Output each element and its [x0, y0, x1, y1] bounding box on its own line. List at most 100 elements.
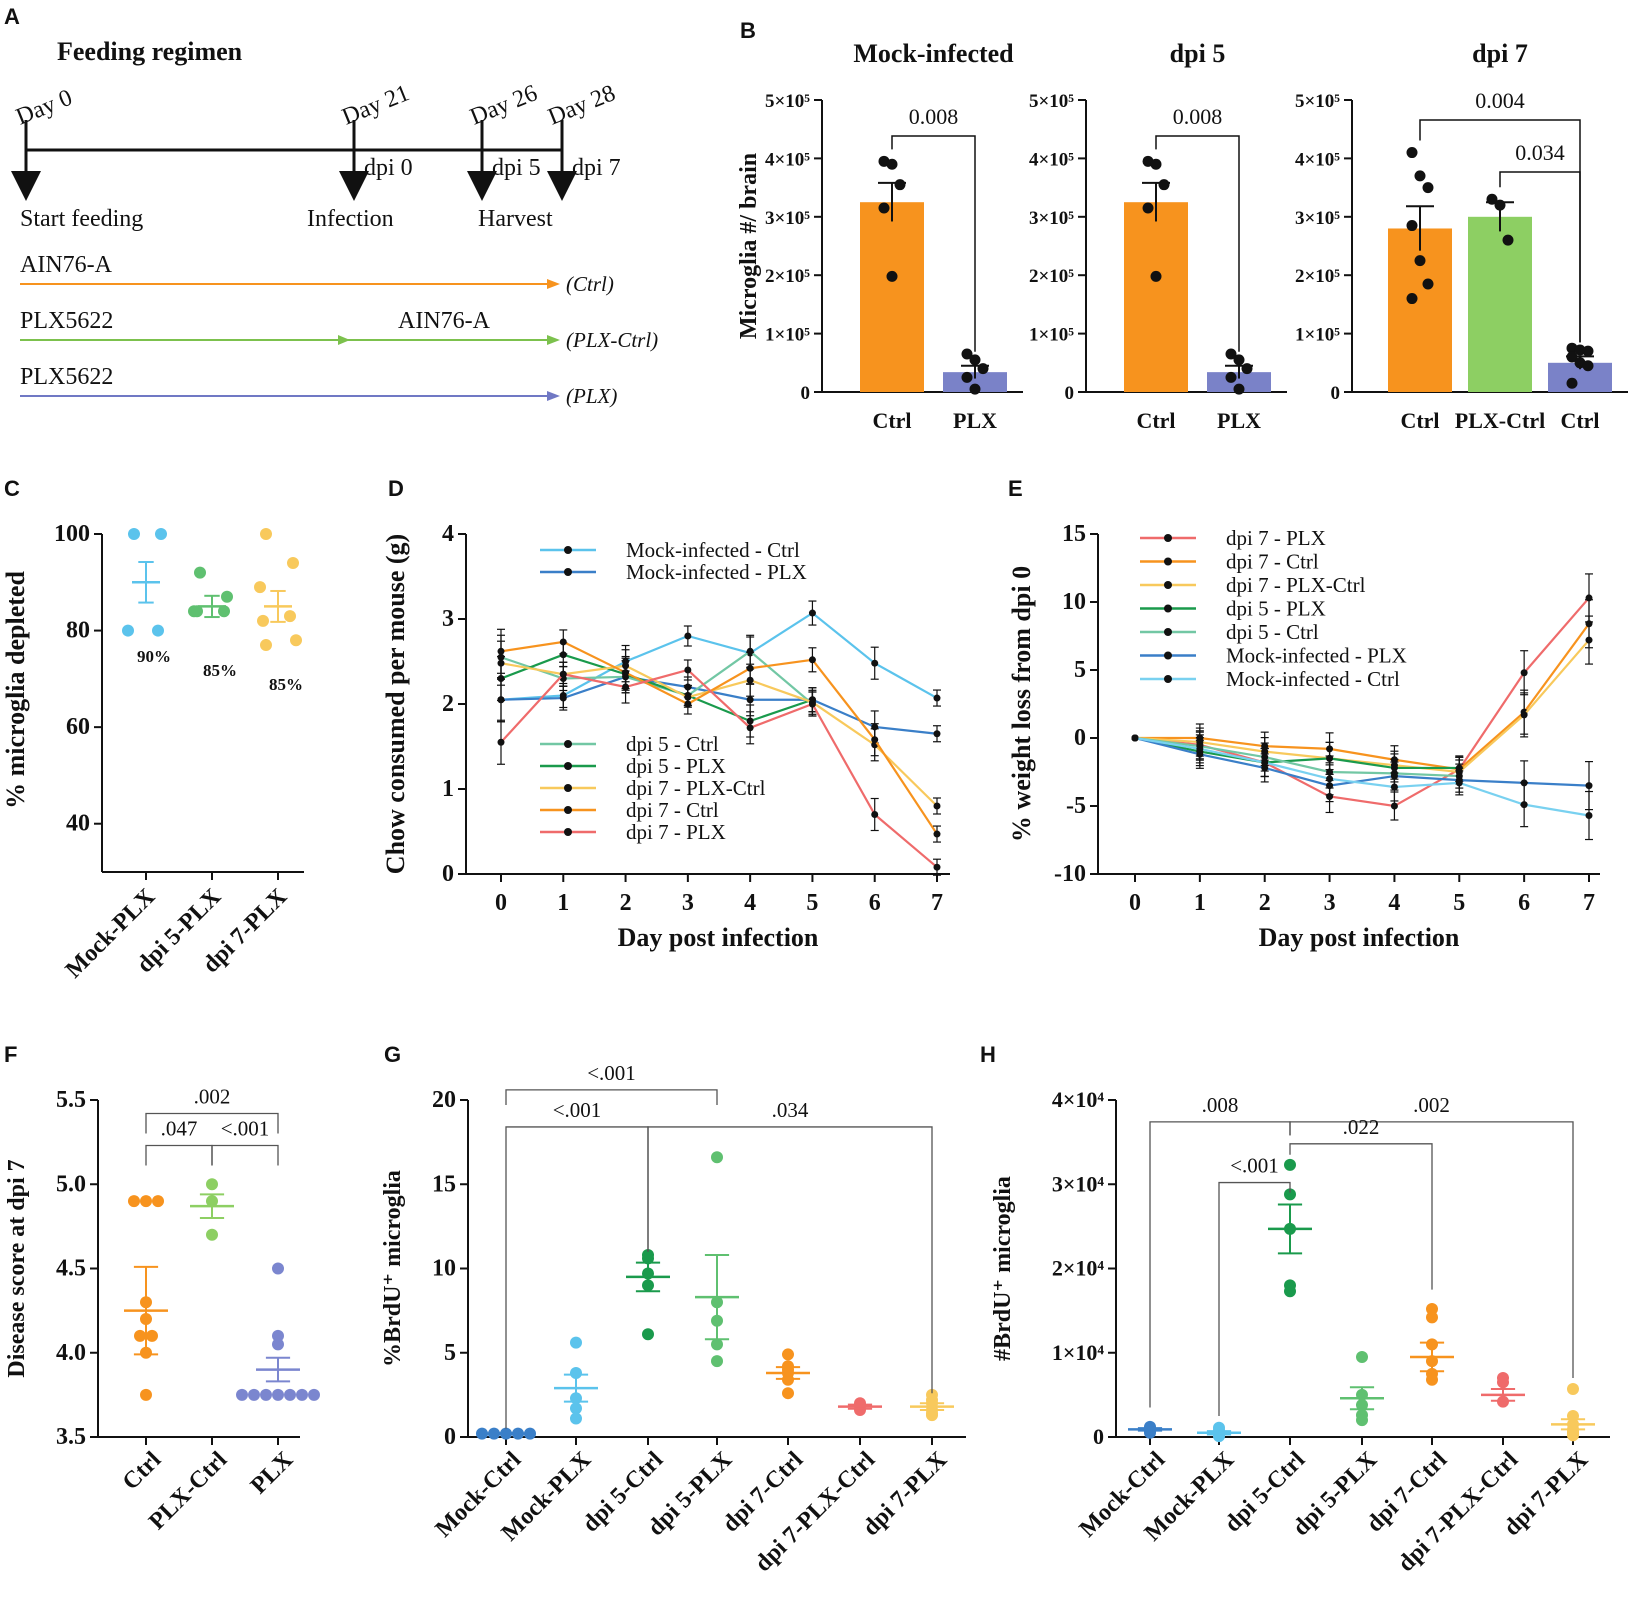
b-sub1-category-label: Ctrl	[1136, 408, 1175, 433]
b-sub2-y-tick-label: 0	[1331, 383, 1341, 404]
d-series6-data-point	[746, 724, 754, 732]
b-sub0-y-tick-label: 1×10⁵	[765, 325, 810, 346]
e-legend-marker	[1164, 675, 1172, 683]
diet-plxctrl-name: PLX5622	[20, 308, 113, 334]
d-series6-data-point	[559, 670, 567, 678]
e-x-tick-label: 5	[1453, 890, 1465, 916]
d-y-tick-label: 2	[442, 691, 454, 717]
d-x-tick-label: 1	[557, 890, 569, 916]
b-sub0-data-point	[886, 270, 898, 282]
b-sub0-data-point	[969, 354, 981, 366]
g-4-data-point	[782, 1348, 794, 1361]
d-y-tick-label: 3	[442, 606, 454, 632]
d-x-tick-label: 7	[931, 890, 943, 916]
d-series6-data-point	[871, 811, 879, 818]
f-2-data-point	[272, 1338, 284, 1351]
b-sub2-p-value: 0.004	[1475, 88, 1525, 113]
h-y-axis-label: #BrdU⁺ microglia	[990, 1176, 1016, 1361]
b-sub0-data-point	[961, 371, 973, 383]
b-sub1-data-point	[1150, 158, 1162, 170]
d-legend-label: dpi 5 - PLX	[626, 754, 726, 778]
b-sub2-category-label: Ctrl	[1560, 408, 1599, 433]
e-series6-data-point	[1326, 775, 1334, 783]
day21-label: Day 21	[339, 80, 414, 130]
d-series0-data-point	[871, 659, 879, 667]
d-legend-label: dpi 7 - PLX-Ctrl	[626, 776, 766, 800]
f-y-tick-label: 3.5	[56, 1424, 86, 1450]
diet-plx-arrowhead	[547, 391, 560, 401]
f-0-x-tick-label: Ctrl	[118, 1447, 167, 1496]
b-sub2-category-label: PLX-Ctrl	[1455, 408, 1545, 433]
c-1-data-point	[191, 605, 203, 618]
e-legend-marker	[1164, 534, 1172, 542]
e-series5-line	[1134, 736, 1590, 787]
c-0-percent-label: 90%	[137, 647, 171, 666]
d-series4-data-point	[933, 802, 941, 810]
b-sub2-data-point	[1406, 220, 1418, 232]
g-2-data-point	[642, 1328, 654, 1341]
d-y-tick-label: 4	[442, 521, 454, 547]
b-sub0-category-label: Ctrl	[872, 408, 911, 433]
panel-e-weight: -10 -5 0 5 10 15 0 1 2 3 4 5 6 7 Day post infection % w…	[1007, 521, 1600, 952]
f-comparison-bracket	[145, 1144, 213, 1166]
panel-label-d: D	[388, 476, 404, 501]
b-sub1-title: dpi 5	[1170, 39, 1226, 68]
f-0-data-point	[140, 1195, 152, 1208]
h-2-data-point	[1284, 1188, 1296, 1201]
b-sub2-y-tick-label: 1×10⁵	[1295, 325, 1340, 346]
e-series0-data-point	[1390, 802, 1398, 810]
d-series1-data-point	[933, 730, 941, 738]
b-sub1-comparison-bracket	[1155, 135, 1240, 352]
d-series6-data-point	[933, 863, 941, 871]
b-sub2-data-point	[1566, 377, 1578, 389]
h-y-tick-label: 2×10⁴	[1052, 1256, 1105, 1281]
f-2-x-tick-label: PLX	[246, 1446, 299, 1499]
dpi7-label: dpi 7	[572, 155, 621, 181]
f-y-axis-label: Disease score at dpi 7	[4, 1159, 30, 1377]
e-series6-data-point	[1196, 745, 1204, 753]
b-sub2-p-value: 0.034	[1515, 140, 1565, 165]
diet-ctrl-tag: (Ctrl)	[566, 272, 614, 296]
d-series6-data-point	[684, 666, 692, 674]
b-sub1-category-label: PLX	[1217, 408, 1261, 433]
f-y-tick-label: 5.0	[56, 1171, 86, 1197]
g-6-data-point	[926, 1409, 938, 1422]
b-sub0-comparison-bracket	[891, 135, 976, 352]
c-2-data-point	[260, 528, 272, 540]
f-2-data-point	[308, 1388, 320, 1401]
dpi0-label: dpi 0	[364, 155, 413, 181]
b-sub0-y-tick-label: 0	[801, 383, 811, 404]
d-series0-data-point	[808, 609, 816, 617]
b-sub2-data-point	[1486, 193, 1498, 205]
b-sub1-y-tick-label: 1×10⁵	[1029, 325, 1074, 346]
diet-plxctrl-name2: AIN76-A	[398, 308, 491, 334]
c-0-data-point	[122, 624, 134, 637]
d-y-axis-label: Chow consumed per mouse (g)	[381, 534, 410, 874]
d-x-tick-label: 4	[744, 890, 756, 916]
e-series0-line	[1134, 597, 1590, 808]
b-sub2-bar	[1468, 216, 1532, 392]
diet-plx-tag: (PLX)	[566, 384, 617, 408]
f-0-data-point	[152, 1195, 164, 1208]
b-sub1-y-tick-label: 0	[1065, 383, 1075, 404]
b-sub1-data-point	[1150, 270, 1162, 282]
d-series5-data-point	[871, 736, 879, 744]
d-series5-data-point	[746, 664, 754, 672]
d-series5-data-point	[933, 830, 941, 838]
panel-label-h: H	[980, 1042, 996, 1067]
f-0-data-point	[146, 1329, 158, 1342]
e-legend-label: dpi 5 - Ctrl	[1226, 620, 1319, 644]
h-y-tick-label: 3×10⁴	[1052, 1171, 1105, 1196]
b-sub1-bar	[1207, 372, 1271, 392]
c-0-data-point	[128, 528, 140, 540]
b-sub2-y-tick-label: 5×10⁵	[1295, 91, 1340, 112]
e-series5-data-point	[1585, 782, 1593, 790]
h-y-tick-label: 1×10⁴	[1052, 1340, 1105, 1365]
f-y-tick-label: 4.5	[56, 1256, 86, 1282]
c-2-percent-label: 85%	[269, 675, 303, 694]
c-y-tick-label: 80	[66, 618, 90, 644]
f-y-tick-label: 4.0	[56, 1340, 86, 1366]
b-sub2-data-point	[1422, 278, 1434, 290]
d-legend-marker	[564, 762, 572, 770]
